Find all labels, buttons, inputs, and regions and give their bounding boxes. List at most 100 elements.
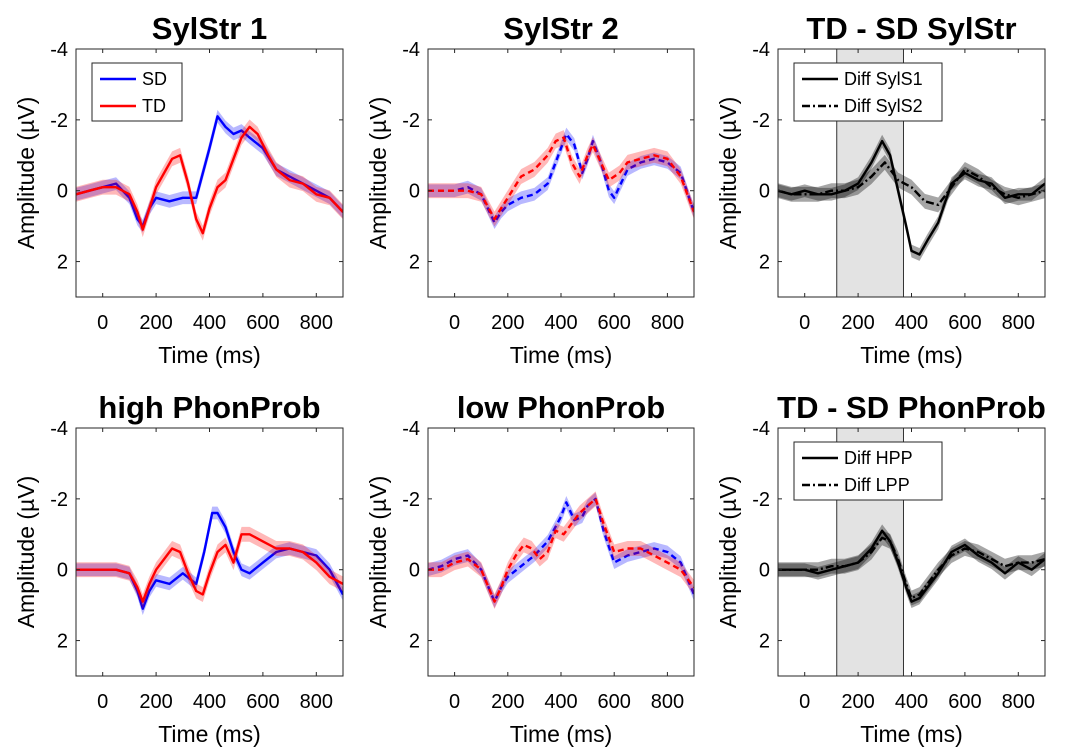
- panel-title: TD - SD PhonProb: [777, 390, 1046, 425]
- y-tick-label: 2: [759, 252, 770, 274]
- y-tick-label: -4: [752, 418, 770, 440]
- y-tick-label: -2: [50, 110, 68, 132]
- panel-title: SylStr 1: [152, 11, 267, 46]
- series-line-td: [428, 136, 694, 221]
- series-line-sd: [428, 132, 694, 224]
- y-tick-label: 0: [759, 560, 770, 582]
- x-axis-label: Time (ms): [860, 342, 963, 368]
- series-line-td: [76, 125, 343, 235]
- band-sd: [428, 492, 694, 608]
- panel-title: SylStr 2: [503, 11, 618, 46]
- x-axis-label: Time (ms): [158, 721, 261, 747]
- x-tick-label: 0: [449, 312, 460, 334]
- x-tick-label: 800: [300, 691, 333, 713]
- x-tick-label: 400: [895, 691, 928, 713]
- plot-area: [428, 491, 694, 610]
- x-axis-label: Time (ms): [860, 721, 963, 747]
- plot-area: [778, 524, 1045, 608]
- series-line-sd: [428, 497, 694, 603]
- plot-area: [428, 127, 694, 229]
- y-tick-label: -2: [50, 489, 68, 511]
- series-line-sd: [76, 511, 343, 610]
- band-td: [76, 119, 343, 241]
- y-axis-label: Amplitude (µV): [365, 476, 391, 629]
- x-tick-label: 600: [948, 691, 981, 713]
- panel-title: low PhonProb: [457, 390, 665, 425]
- x-tick-label: 800: [300, 312, 333, 334]
- y-tick-label: -4: [402, 418, 420, 440]
- series-line-td: [76, 533, 343, 603]
- x-tick-label: 200: [491, 691, 524, 713]
- x-tick-label: 200: [139, 312, 172, 334]
- legend-label: Diff SylS1: [844, 69, 923, 89]
- x-tick-label: 800: [1002, 312, 1035, 334]
- x-tick-label: 800: [651, 312, 684, 334]
- x-tick-label: 400: [193, 312, 226, 334]
- legend-label: TD: [142, 96, 166, 116]
- band-diff-syls1: [778, 134, 1045, 261]
- x-tick-label: 800: [651, 691, 684, 713]
- legend-box: [91, 62, 183, 122]
- x-tick-label: 400: [544, 312, 577, 334]
- panel-6: 0 200 400 600 800 -4 -2 0 2 TD - SD PhonProb Time …: [715, 390, 1046, 747]
- panel-3: 0 200 400 600 800 -4 -2 0 2 TD - SD SylStr Time (m…: [715, 11, 1046, 368]
- y-tick-label: -2: [752, 110, 770, 132]
- plot-area: [76, 506, 343, 616]
- legend-box: [793, 62, 943, 122]
- series-line-diff-syls2: [778, 161, 1045, 207]
- y-tick-label: 2: [57, 252, 68, 274]
- panel-title: high PhonProb: [98, 390, 320, 425]
- x-tick-label: 0: [799, 691, 810, 713]
- y-tick-label: 2: [759, 631, 770, 653]
- panel-2: 0 200 400 600 800 -4 -2 0 2 SylStr 2 Time (ms) Ampl…: [365, 11, 695, 368]
- y-axis-label: Amplitude (µV): [365, 97, 391, 250]
- x-tick-label: 200: [491, 312, 524, 334]
- y-tick-label: 2: [409, 631, 420, 653]
- band-td: [76, 526, 343, 610]
- x-tick-label: 400: [193, 691, 226, 713]
- x-tick-label: 0: [97, 312, 108, 334]
- x-tick-label: 400: [544, 691, 577, 713]
- x-tick-label: 200: [139, 691, 172, 713]
- x-axis-label: Time (ms): [510, 721, 613, 747]
- x-tick-label: 200: [841, 691, 874, 713]
- series-line-diff-hpp: [778, 529, 1045, 603]
- y-axis-label: Amplitude (µV): [715, 97, 741, 250]
- y-tick-label: -2: [752, 489, 770, 511]
- panel-1: 0 200 400 600 800 -4 -2 0 2 SylStr 1 Time (ms) Ampl…: [13, 11, 344, 368]
- y-tick-label: -4: [50, 418, 68, 440]
- y-tick-label: -2: [402, 489, 420, 511]
- y-tick-label: -4: [402, 39, 420, 61]
- legend: SD TD: [91, 62, 183, 122]
- y-tick-label: 0: [57, 181, 68, 203]
- y-axis-label: Amplitude (µV): [13, 476, 39, 629]
- y-tick-label: 2: [57, 631, 68, 653]
- y-tick-label: 0: [57, 560, 68, 582]
- y-axis-label: Amplitude (µV): [715, 476, 741, 629]
- x-tick-label: 0: [449, 691, 460, 713]
- x-tick-label: 0: [799, 312, 810, 334]
- plot-area: [778, 134, 1045, 261]
- series-line-diff-lpp: [778, 536, 1045, 600]
- band-diff-syls2: [778, 154, 1045, 213]
- y-tick-label: -4: [50, 39, 68, 61]
- y-tick-label: 0: [409, 560, 420, 582]
- band-diff-lpp: [778, 530, 1045, 606]
- band-td: [428, 491, 694, 610]
- series-line-td: [428, 497, 694, 603]
- x-tick-label: 600: [948, 312, 981, 334]
- x-tick-label: 0: [97, 691, 108, 713]
- x-tick-label: 600: [598, 312, 631, 334]
- legend-box: [793, 441, 943, 501]
- y-tick-label: 0: [759, 181, 770, 203]
- x-tick-label: 600: [246, 312, 279, 334]
- x-axis-label: Time (ms): [510, 342, 613, 368]
- y-axis-label: Amplitude (µV): [13, 97, 39, 250]
- legend-label: Diff SylS2: [844, 96, 923, 116]
- x-tick-label: 200: [841, 312, 874, 334]
- plot-area: [76, 109, 343, 241]
- x-tick-label: 400: [895, 312, 928, 334]
- y-tick-label: 0: [409, 181, 420, 203]
- band-td: [428, 130, 694, 227]
- legend: Diff HPP Diff LPP: [793, 441, 943, 501]
